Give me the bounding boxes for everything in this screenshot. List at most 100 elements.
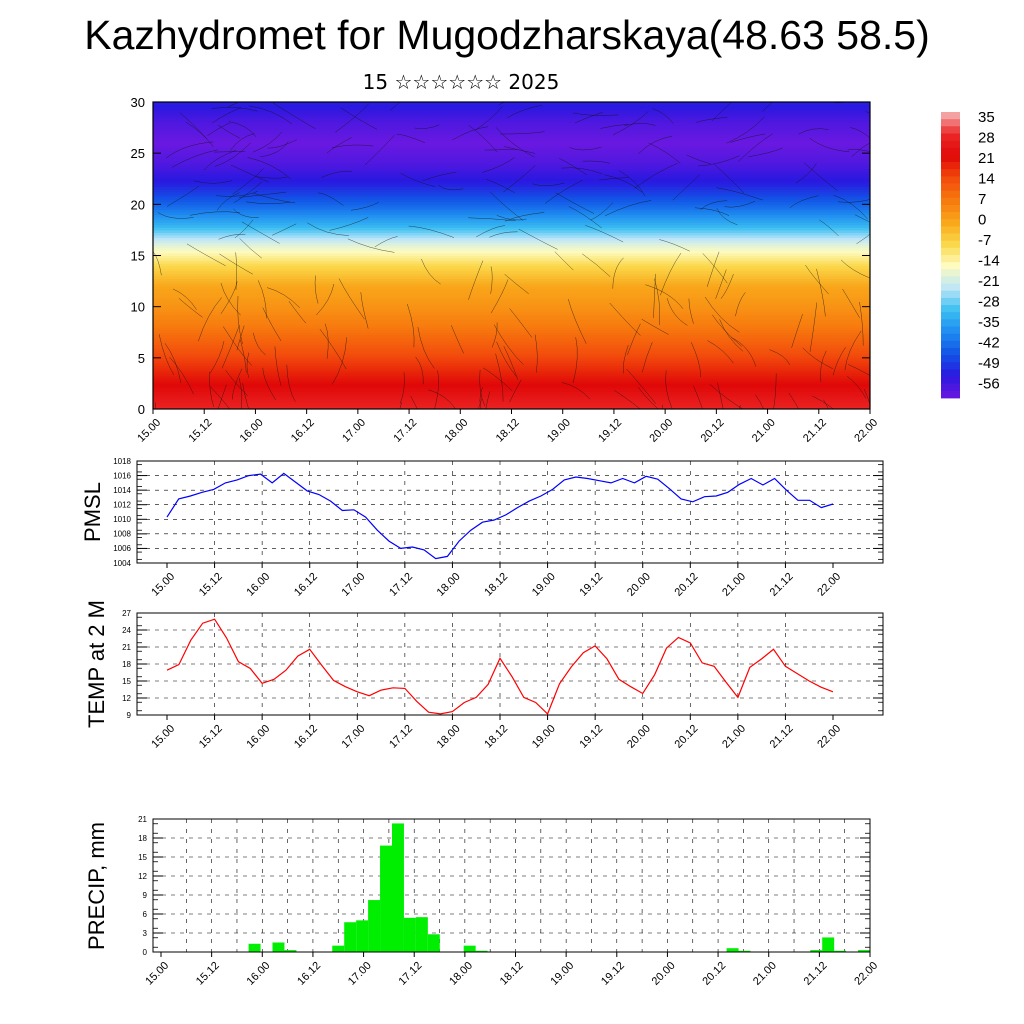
colorbar-swatch (941, 247, 960, 256)
wind-streamline (495, 353, 504, 402)
wind-streamline (235, 252, 237, 290)
heatmap-cell (153, 229, 870, 233)
wind-streamline (720, 274, 734, 299)
heatmap-cell (153, 345, 870, 349)
heatmap-y-label: 20 (131, 197, 145, 212)
wind-streamline (219, 253, 253, 275)
temp-y-label: 27 (122, 609, 131, 618)
wind-streamline (248, 105, 293, 125)
heatmap-cell (153, 102, 870, 106)
wind-streamline (212, 107, 242, 124)
wind-streamline (252, 131, 283, 153)
wind-streamline (509, 379, 522, 403)
colorbar-swatch (941, 190, 960, 199)
precip-grid (153, 819, 870, 952)
pmsl-x-label: 15.00 (149, 571, 177, 599)
pmsl-y-label: 1004 (113, 559, 131, 568)
wind-streamline (504, 274, 529, 294)
wind-streamline (622, 345, 629, 374)
heatmap-panel: 0 5 10 15 20 25 30 15.00 15.12 16.00 16.12 17.00 17… (131, 95, 881, 445)
wind-streamline (847, 376, 867, 399)
heatmap-cell (153, 214, 870, 218)
pmsl-x-label: 18.12 (482, 571, 510, 599)
wind-streamline (239, 238, 262, 259)
wind-streamline (408, 225, 455, 238)
heatmap-cell (153, 237, 870, 241)
wind-streamline (694, 207, 730, 216)
heatmap-cell (153, 327, 870, 331)
precip-bar (272, 942, 285, 952)
heatmap-cell (153, 314, 870, 318)
wind-streamline (331, 337, 348, 385)
wind-streamline (326, 137, 352, 154)
heatmap-cell (153, 286, 870, 290)
wind-streamline (698, 155, 740, 167)
colorbar-swatch (941, 262, 960, 270)
wind-streamline (171, 149, 218, 168)
colorbar-swatch (941, 340, 960, 349)
heatmap-cell (153, 283, 870, 287)
pmsl-y-label: 1014 (113, 486, 131, 495)
heatmap-cell (153, 245, 870, 249)
precip-bar (738, 950, 751, 952)
heatmap-cell (153, 329, 870, 333)
precip-x-label: 16.12 (295, 960, 323, 988)
heatmap-cell (153, 368, 870, 372)
wind-streamline (253, 192, 296, 204)
heatmap-cell (153, 240, 870, 244)
heatmap-cell (153, 204, 870, 208)
wind-streamline (229, 133, 255, 151)
wind-streamline (504, 212, 545, 222)
temp-x-axis: 15.00 15.12 16.00 16.12 17.00 17.12 18.00 18.12… (149, 715, 843, 751)
pmsl-y-label: 1006 (113, 544, 131, 553)
wind-streamline (569, 147, 602, 151)
precip-bar (403, 917, 416, 952)
wind-streamline (693, 385, 703, 409)
wind-streamline (468, 217, 516, 222)
wind-streamline (157, 212, 194, 219)
wind-streamline (178, 298, 203, 318)
heatmap-cell (153, 406, 870, 409)
heatmap-cell (153, 219, 870, 223)
heatmap-cell (153, 365, 870, 369)
wind-streamline (452, 126, 489, 141)
heatmap-x-label: 16.12 (289, 417, 317, 445)
wind-streamline (260, 141, 289, 157)
colorbar-label: -42 (978, 335, 1000, 352)
wind-streamline (567, 298, 587, 344)
wind-streamline (717, 382, 724, 409)
wind-streamline (165, 141, 214, 159)
heatmap-cell (153, 370, 870, 374)
wind-streamline (686, 154, 711, 164)
heatmap-cell (153, 258, 870, 262)
temp-x-label: 17.00 (340, 723, 368, 751)
wind-streamline (613, 111, 649, 136)
wind-streamline (255, 176, 288, 179)
temp-y-label: 18 (122, 660, 131, 669)
precip-x-label: 19.00 (548, 960, 576, 988)
temp-grid (137, 613, 883, 715)
wind-streamline (851, 142, 870, 157)
heatmap-cell (153, 178, 870, 182)
wind-streamline (518, 228, 558, 250)
heatmap-x-label: 20.00 (647, 417, 675, 445)
heatmap-cell (153, 339, 870, 343)
wind-streamline (823, 399, 829, 409)
pmsl-x-label: 17.12 (387, 571, 415, 599)
precip-x-label: 15.00 (143, 960, 171, 988)
precip-bars (248, 823, 870, 952)
wind-streamline (572, 337, 578, 383)
precip-bar (858, 950, 870, 952)
wind-streamline (476, 225, 505, 238)
wind-streamline (561, 382, 591, 400)
wind-streamline (479, 369, 486, 407)
wind-streamline (218, 233, 246, 240)
heatmap-cell (153, 137, 870, 141)
heatmap-cell (153, 107, 870, 111)
wind-streamline (585, 225, 624, 243)
wind-streamline (812, 395, 834, 409)
wind-streamline (329, 217, 369, 231)
colorbar-swatch (941, 176, 960, 184)
wind-streamline (233, 181, 263, 203)
